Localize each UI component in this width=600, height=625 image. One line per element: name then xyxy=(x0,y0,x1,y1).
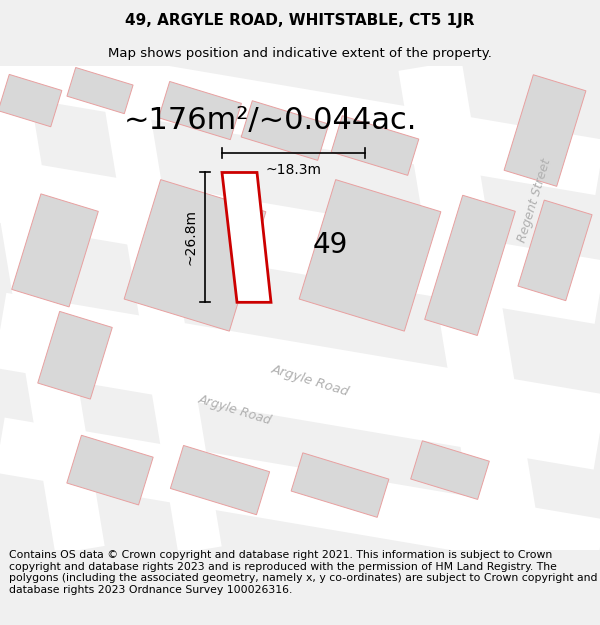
Polygon shape xyxy=(504,75,586,186)
Text: ~26.8m: ~26.8m xyxy=(183,209,197,266)
Polygon shape xyxy=(0,74,62,127)
Polygon shape xyxy=(0,38,600,195)
Text: Map shows position and indicative extent of the property.: Map shows position and indicative extent… xyxy=(108,48,492,60)
Text: ~18.3m: ~18.3m xyxy=(265,162,322,176)
Text: Regent Street: Regent Street xyxy=(516,157,554,244)
Text: Contains OS data © Crown copyright and database right 2021. This information is : Contains OS data © Crown copyright and d… xyxy=(9,550,598,595)
Polygon shape xyxy=(0,159,600,324)
Polygon shape xyxy=(67,435,153,505)
Polygon shape xyxy=(241,101,329,161)
Polygon shape xyxy=(0,293,600,469)
Polygon shape xyxy=(331,116,419,176)
Polygon shape xyxy=(0,61,104,554)
Text: 49: 49 xyxy=(313,231,347,259)
Text: ~176m²/~0.044ac.: ~176m²/~0.044ac. xyxy=(124,106,416,135)
Polygon shape xyxy=(170,446,269,515)
Polygon shape xyxy=(425,195,515,336)
Polygon shape xyxy=(398,61,542,555)
Text: 49, ARGYLE ROAD, WHITSTABLE, CT5 1JR: 49, ARGYLE ROAD, WHITSTABLE, CT5 1JR xyxy=(125,13,475,28)
Polygon shape xyxy=(222,173,271,302)
Polygon shape xyxy=(11,194,98,307)
Text: Argyle Road: Argyle Road xyxy=(197,393,273,428)
Polygon shape xyxy=(124,179,266,331)
Polygon shape xyxy=(0,418,600,574)
Polygon shape xyxy=(158,81,241,139)
Polygon shape xyxy=(98,62,222,554)
Polygon shape xyxy=(291,453,389,518)
Polygon shape xyxy=(67,68,133,114)
Polygon shape xyxy=(299,179,441,331)
Polygon shape xyxy=(518,200,592,301)
Polygon shape xyxy=(38,311,112,399)
Polygon shape xyxy=(410,441,490,499)
Text: Argyle Road: Argyle Road xyxy=(269,362,350,398)
